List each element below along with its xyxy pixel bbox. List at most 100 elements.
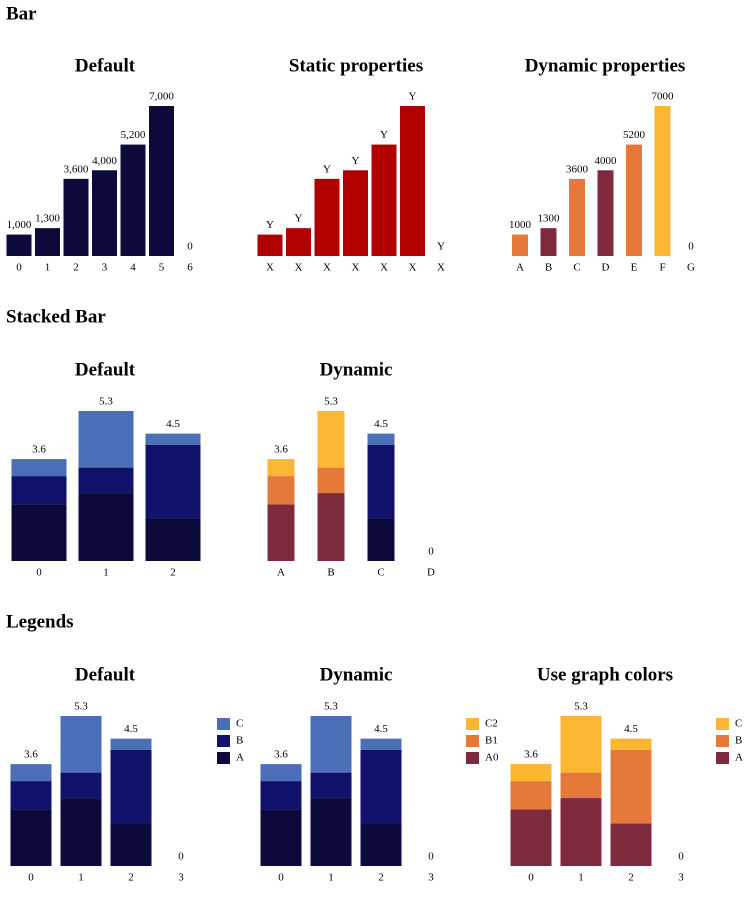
- bar-segment: [367, 518, 395, 561]
- bar-segment: [78, 411, 134, 468]
- bar-segment: [267, 476, 295, 505]
- legend-swatch: [716, 735, 729, 747]
- legend-swatch: [217, 752, 230, 764]
- legend-label: A: [735, 752, 743, 764]
- bar: [371, 144, 397, 256]
- x-tick-label: 1: [45, 262, 51, 274]
- x-tick-label: 0: [28, 872, 34, 884]
- x-tick-label: D: [427, 567, 435, 579]
- value-label: Y: [295, 213, 303, 225]
- value-label: 7000: [652, 91, 675, 103]
- value-label: 0: [688, 241, 694, 253]
- x-tick-label: B: [327, 567, 334, 579]
- x-tick-label: A: [277, 567, 285, 579]
- chart-title: Default: [75, 359, 136, 380]
- legend-label: A0: [485, 752, 499, 764]
- bar-segment: [110, 738, 152, 750]
- x-tick-label: 0: [36, 567, 42, 579]
- x-tick-label: A: [516, 262, 524, 274]
- total-label: 4.5: [124, 723, 138, 735]
- bar-segment: [610, 823, 652, 866]
- x-tick-label: C: [377, 567, 384, 579]
- bar: [63, 178, 89, 256]
- bar-segment: [310, 716, 352, 773]
- x-tick-label: E: [631, 262, 638, 274]
- chart-title: Default: [75, 55, 136, 76]
- bar: [597, 170, 614, 256]
- bar-segment: [260, 764, 302, 782]
- bar-segment: [145, 433, 201, 445]
- total-label: 5.3: [74, 701, 88, 713]
- x-tick-label: X: [323, 262, 331, 274]
- x-tick-label: 6: [187, 262, 193, 274]
- legend-swatch: [716, 752, 729, 764]
- value-label: Y: [437, 241, 445, 253]
- total-label: 5.3: [99, 396, 113, 408]
- x-tick-label: X: [352, 262, 360, 274]
- legend-label: C: [735, 718, 742, 730]
- bar: [314, 178, 340, 256]
- x-tick-label: 3: [178, 872, 184, 884]
- total-label: 3.6: [32, 444, 46, 456]
- bar: [569, 178, 585, 256]
- bar-segment: [560, 798, 602, 866]
- bar: [540, 228, 557, 256]
- x-tick-label: 0: [528, 872, 534, 884]
- bar: [286, 228, 311, 256]
- bar-segment: [560, 772, 602, 799]
- total-label: 3.6: [274, 444, 288, 456]
- chart-title: Static properties: [289, 55, 423, 76]
- bar-segment: [610, 749, 652, 824]
- bar-segment: [367, 433, 395, 445]
- section-heading: Bar: [6, 3, 37, 24]
- bar-segment: [260, 781, 302, 810]
- bar-segment: [10, 809, 52, 866]
- value-label: 3,600: [64, 163, 89, 175]
- bar-segment: [510, 764, 552, 782]
- total-label: 3.6: [24, 749, 38, 761]
- legend-label: A: [236, 752, 244, 764]
- x-tick-label: X: [380, 262, 388, 274]
- bar-segment: [260, 809, 302, 866]
- section-heading: Legends: [6, 611, 74, 632]
- bar-segment: [11, 459, 67, 477]
- bar-segment: [10, 781, 52, 810]
- bar-segment: [360, 738, 402, 750]
- chart-title: Dynamic properties: [525, 55, 686, 76]
- bar: [654, 106, 671, 256]
- value-label: Y: [380, 129, 388, 141]
- total-label: 5.3: [574, 701, 588, 713]
- chart-title: Default: [75, 664, 136, 685]
- chart-title: Dynamic: [320, 359, 393, 380]
- bar-segment: [60, 772, 102, 799]
- x-tick-label: 1: [103, 567, 109, 579]
- bar: [120, 144, 146, 256]
- bar-segment: [317, 411, 345, 468]
- x-tick-label: 5: [159, 262, 165, 274]
- legend-swatch: [217, 735, 230, 747]
- bar-segment: [11, 476, 67, 505]
- value-label: 1,000: [7, 219, 32, 231]
- x-tick-label: X: [409, 262, 417, 274]
- total-label: 0: [178, 851, 184, 863]
- x-tick-label: F: [659, 262, 665, 274]
- bar-segment: [78, 493, 134, 561]
- legend-label: C: [236, 718, 243, 730]
- legend-swatch: [466, 752, 479, 764]
- total-label: 4.5: [166, 418, 180, 430]
- bar-segment: [360, 749, 402, 824]
- total-label: 5.3: [324, 701, 338, 713]
- legend-label: B1: [485, 735, 498, 747]
- x-tick-label: 2: [73, 262, 79, 274]
- x-tick-label: G: [687, 262, 695, 274]
- value-label: 1000: [509, 219, 532, 231]
- value-label: 1300: [538, 213, 561, 225]
- legend-label: C2: [485, 718, 498, 730]
- total-label: 4.5: [624, 723, 638, 735]
- x-tick-label: 1: [78, 872, 84, 884]
- legend-label: B: [236, 735, 243, 747]
- total-label: 0: [428, 546, 434, 558]
- bar-segment: [145, 518, 201, 561]
- bar: [257, 234, 283, 256]
